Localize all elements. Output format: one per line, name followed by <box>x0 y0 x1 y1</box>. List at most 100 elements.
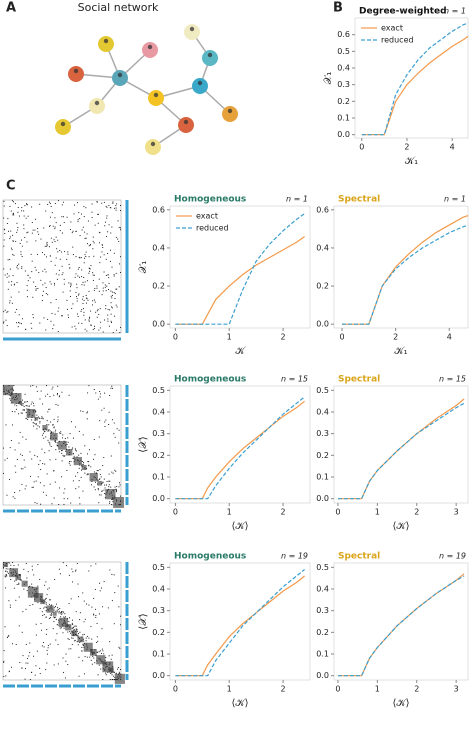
matrix-dot <box>69 461 71 463</box>
matrix-dot <box>44 282 46 284</box>
matrix-dot <box>68 648 70 650</box>
matrix-dot <box>20 412 22 414</box>
matrix-dot <box>61 450 63 452</box>
matrix-dot <box>108 411 110 413</box>
matrix-dot <box>45 633 47 635</box>
matrix-dot <box>46 662 48 664</box>
matrix-dot <box>21 412 23 414</box>
matrix-dot <box>82 490 84 492</box>
matrix-dot <box>15 579 17 581</box>
matrix-dot <box>82 226 84 228</box>
matrix-dot <box>14 404 16 406</box>
matrix-dot <box>82 296 84 298</box>
matrix-dot <box>25 217 27 219</box>
adjacency-matrix <box>2 384 129 513</box>
matrix-dot <box>67 253 69 255</box>
matrix-dot <box>13 565 15 567</box>
matrix-dot <box>54 607 56 609</box>
matrix-dot <box>17 564 19 566</box>
matrix-dot <box>59 224 61 226</box>
matrix-dot <box>27 571 29 573</box>
legend-label: exact <box>196 212 218 221</box>
plot-frame <box>354 17 469 139</box>
matrix-dot <box>96 285 98 287</box>
matrix-dot <box>9 606 11 608</box>
matrix-dot <box>67 498 69 500</box>
matrix-dot <box>101 648 103 650</box>
matrix-dot <box>52 431 54 433</box>
matrix-dot <box>31 486 33 488</box>
matrix-dot <box>65 660 67 662</box>
matrix-dot <box>99 473 101 475</box>
matrix-dot <box>82 302 84 304</box>
matrix-dot <box>69 267 71 269</box>
matrix-dot <box>45 616 47 618</box>
matrix-dot <box>61 450 63 452</box>
matrix-dot <box>94 224 96 226</box>
matrix-dot <box>118 646 120 648</box>
matrix-dot <box>63 283 65 285</box>
matrix-dot <box>83 311 85 313</box>
matrix-dot <box>104 284 106 286</box>
matrix-dot <box>49 483 51 485</box>
matrix-dot <box>57 239 59 241</box>
matrix-block <box>65 624 72 631</box>
matrix-dot <box>10 439 12 441</box>
matrix-dot <box>111 385 113 387</box>
matrix-dot <box>105 258 107 260</box>
matrix-dot <box>45 606 47 608</box>
matrix-dot <box>3 650 5 652</box>
matrix-dot <box>37 585 39 587</box>
matrix-dot <box>75 488 77 490</box>
matrix-dot <box>29 585 31 587</box>
matrix-dot <box>110 295 112 297</box>
matrix-dot <box>88 320 90 322</box>
matrix-dot <box>58 396 60 398</box>
matrix-dot <box>109 249 111 251</box>
matrix-dot <box>37 288 39 290</box>
matrix-dot <box>110 387 112 389</box>
matrix-dot <box>50 432 52 434</box>
matrix-dot <box>116 288 118 290</box>
matrix-dot <box>18 583 20 585</box>
matrix-dot <box>101 490 103 492</box>
matrix-dot <box>7 288 9 290</box>
matrix-dot <box>109 501 111 503</box>
matrix-dot <box>45 292 47 294</box>
matrix-dot <box>41 300 43 302</box>
matrix-dot <box>80 410 82 412</box>
matrix-dot <box>98 613 100 615</box>
matrix-dot <box>12 254 14 256</box>
matrix-dot <box>115 207 117 209</box>
matrix-dot <box>37 476 39 478</box>
y-tick-label: 0.1 <box>316 473 329 482</box>
matrix-dot <box>62 657 64 659</box>
matrix-dot <box>98 479 100 481</box>
matrix-dot <box>27 419 29 421</box>
matrix-dot <box>12 214 14 216</box>
matrix-dot <box>107 671 109 673</box>
matrix-dot <box>115 209 117 211</box>
chart-title: Spectral <box>338 195 380 205</box>
matrix-dot <box>45 669 47 671</box>
matrix-dot <box>109 309 111 311</box>
matrix-dot <box>94 454 96 456</box>
matrix-dot <box>55 441 57 443</box>
matrix-dot <box>22 402 24 404</box>
matrix-dot <box>103 271 105 273</box>
matrix-dot <box>54 203 56 205</box>
y-axis-label: 𝒳₁ <box>323 72 334 85</box>
matrix-dot <box>98 278 100 280</box>
matrix-dot <box>76 283 78 285</box>
matrix-dot <box>31 260 33 262</box>
matrix-dot <box>30 403 32 405</box>
y-tick-label: 0.4 <box>152 243 165 252</box>
matrix-dot <box>83 640 85 642</box>
matrix-dot <box>46 245 48 247</box>
matrix-dot <box>67 251 69 253</box>
matrix-dot <box>73 629 75 631</box>
matrix-dot <box>53 617 55 619</box>
matrix-dot <box>4 309 6 311</box>
matrix-dot <box>49 202 51 204</box>
matrix-dot <box>108 204 110 206</box>
